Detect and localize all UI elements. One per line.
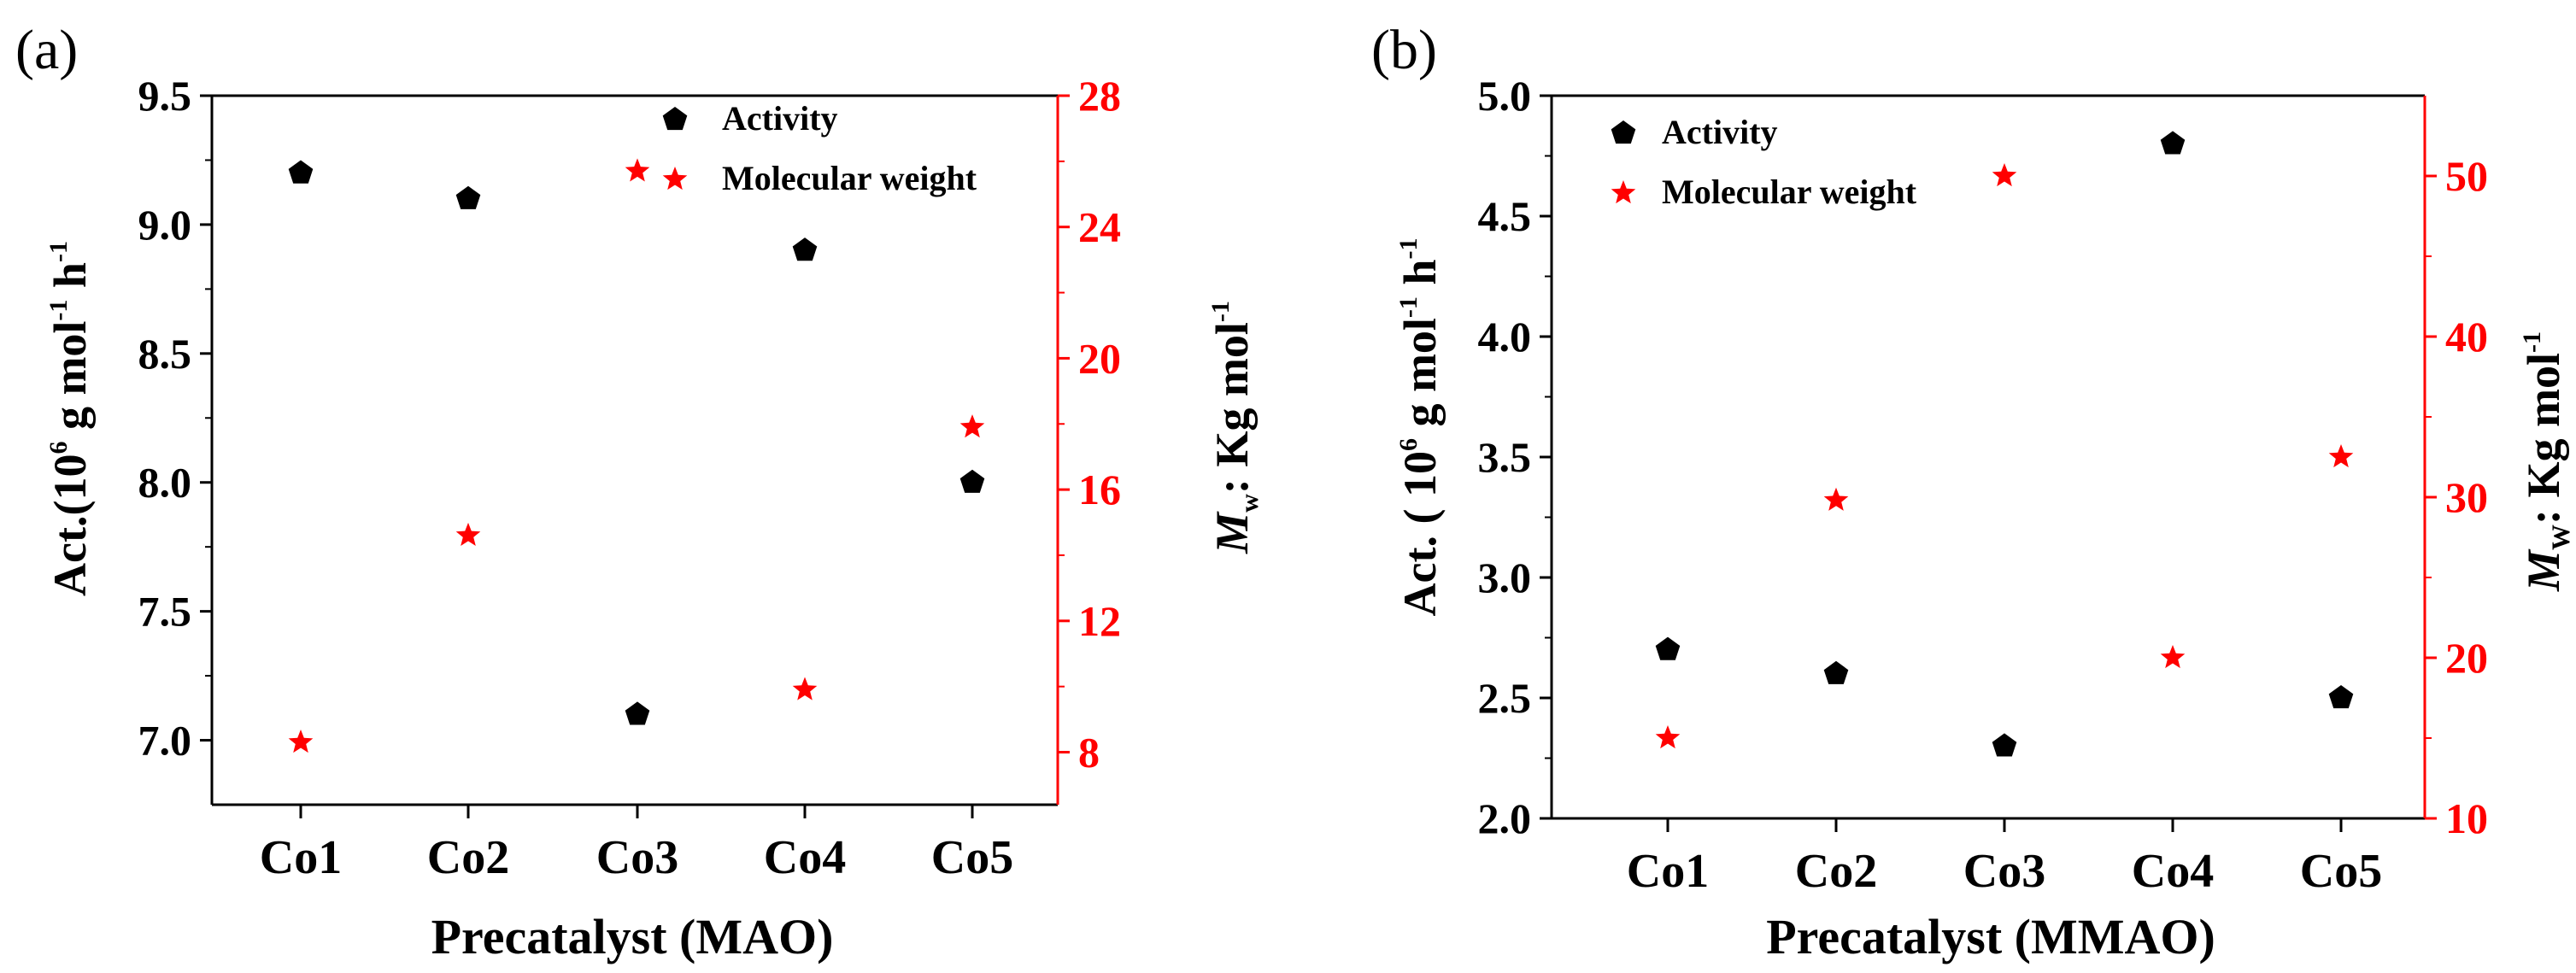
legend-activity-label: Activity (1662, 113, 1778, 151)
y-left-tick-label: 4.0 (1478, 313, 1532, 360)
legend: Activity Molecular weight (1611, 113, 1917, 211)
activity-point-co5 (2328, 685, 2354, 709)
y-right-tick-label: 10 (2445, 794, 2488, 842)
molecular-weight-point-co4 (2160, 645, 2186, 669)
y-right-axis-title: MW: Kg mol-1 (2518, 331, 2575, 592)
x-tick-label: Co4 (2132, 845, 2214, 898)
y-left-title-sup: 6 (1394, 438, 1423, 451)
x-axis-title: Precatalyst (MAO) (431, 909, 834, 964)
y-left-tick-label: 9.5 (138, 72, 192, 120)
y-right-title-sub: w (1235, 494, 1264, 513)
y-left-tick-label: 8.0 (138, 459, 192, 507)
y-right-tick-label: 40 (2445, 313, 2488, 360)
y-left-tick-label: 7.0 (138, 717, 192, 765)
y-left-title-sup: -1 (44, 300, 73, 321)
y-left-tick-label: 9.0 (138, 201, 192, 249)
y-right-title-sup: -1 (2518, 331, 2546, 353)
legend: Activity Molecular weight (662, 99, 977, 197)
y-right-tick-label: 20 (1078, 334, 1121, 382)
legend-molecular-weight-marker (662, 167, 688, 190)
y-left-axis-title: Act.(106 g mol-1 h-1 (44, 241, 96, 596)
y-left-tick-label: 2.5 (1478, 674, 1532, 722)
x-axis-title: Precatalyst (MMAO) (1766, 909, 2215, 964)
activity-point-co3 (625, 701, 650, 725)
chart-panel-a: (a) 7.0 7.5 8.0 8.5 9.0 9.5 8 12 16 20 24 28 Co1 Co2 Co… (15, 19, 1264, 964)
legend-molecular-weight-label: Molecular weight (722, 159, 977, 197)
x-tick-label: Co4 (764, 831, 846, 884)
x-tick-label: Co5 (2300, 845, 2382, 898)
molecular-weight-point-co1 (1655, 725, 1681, 749)
legend-activity-label: Activity (722, 99, 838, 138)
y-right-tick-label: 50 (2445, 152, 2488, 200)
y-right-title-part: M (2518, 548, 2569, 592)
y-left-title-part: Act. ( 10 (1394, 451, 1446, 616)
y-left-title-part: Act.(10 (44, 454, 96, 596)
y-left-tick-label: 8.5 (138, 330, 192, 378)
molecular-weight-point-co1 (288, 730, 314, 753)
legend-activity-marker (1611, 120, 1636, 144)
y-right-tick-label: 28 (1078, 72, 1121, 120)
y-left-title-part: g mol (44, 321, 96, 442)
molecular-weight-point-co4 (792, 677, 818, 700)
molecular-weight-point-co3 (625, 158, 650, 182)
y-left-title-sup: -1 (44, 241, 73, 262)
activity-point-co5 (959, 469, 985, 493)
panel-label: (a) (15, 19, 78, 81)
x-tick-label: Co2 (427, 831, 509, 884)
x-tick-label: Co3 (1963, 845, 2045, 898)
molecular-weight-point-co2 (455, 522, 481, 546)
y-left-title-part: g mol (1394, 318, 1446, 438)
molecular-weight-point-co5 (2328, 444, 2354, 468)
y-left-tick-label: 7.5 (138, 588, 192, 636)
y-left-title-sup: 6 (44, 442, 73, 454)
activity-point-co4 (2160, 131, 2186, 155)
legend-molecular-weight-label: Molecular weight (1662, 173, 1917, 211)
y-left-tick-label: 4.5 (1478, 192, 1532, 240)
molecular-weight-point-co5 (959, 414, 985, 438)
activity-point-co4 (792, 237, 818, 261)
legend-molecular-weight-marker (1611, 180, 1636, 204)
x-tick-label: Co2 (1795, 845, 1877, 898)
y-left-tick-label: 3.0 (1478, 554, 1532, 601)
y-right-axis-title: Mw: Kg mol-1 (1206, 301, 1264, 554)
activity-point-co2 (1823, 660, 1849, 684)
y-right-title-part: : Kg mol (1206, 322, 1258, 494)
y-left-title-part: h (1394, 260, 1446, 297)
legend-activity-marker (662, 107, 688, 131)
y-left-tick-label: 3.5 (1478, 433, 1532, 481)
y-right-tick-label: 12 (1078, 597, 1121, 645)
molecular-weight-point-co3 (1992, 163, 2017, 187)
activity-point-co1 (288, 160, 314, 184)
x-tick-label: Co3 (596, 831, 678, 884)
activity-point-co1 (1655, 636, 1681, 660)
molecular-weight-point-co2 (1823, 487, 1849, 511)
x-tick-label: Co1 (260, 831, 342, 884)
y-right-tick-label: 20 (2445, 634, 2488, 682)
y-left-title-sup: -1 (1394, 296, 1423, 318)
y-right-title-sub: W (2547, 525, 2575, 550)
y-left-title-sup: -1 (1394, 238, 1423, 260)
y-right-tick-label: 16 (1078, 466, 1121, 513)
chart-panel-b: (b) 2.0 2.5 3.0 3.5 4.0 4.5 5.0 10 20 30 40 50 Co1 Co2… (1371, 19, 2575, 964)
y-right-tick-label: 8 (1078, 729, 1100, 777)
y-left-title-part: h (44, 262, 96, 300)
y-left-tick-label: 2.0 (1478, 794, 1532, 842)
x-tick-label: Co1 (1627, 845, 1709, 898)
y-left-tick-label: 5.0 (1478, 72, 1532, 120)
y-right-title-part: : Kg mol (2518, 353, 2569, 525)
y-right-title-sup: -1 (1206, 301, 1235, 322)
activity-point-co2 (455, 185, 481, 209)
y-right-tick-label: 30 (2445, 473, 2488, 521)
y-right-tick-label: 24 (1078, 203, 1121, 251)
x-tick-label: Co5 (931, 831, 1013, 884)
panel-label: (b) (1371, 19, 1437, 81)
y-right-title-part: M (1206, 511, 1258, 554)
y-left-axis-title: Act. ( 106 g mol-1 h-1 (1394, 238, 1446, 617)
activity-point-co3 (1992, 733, 2017, 757)
